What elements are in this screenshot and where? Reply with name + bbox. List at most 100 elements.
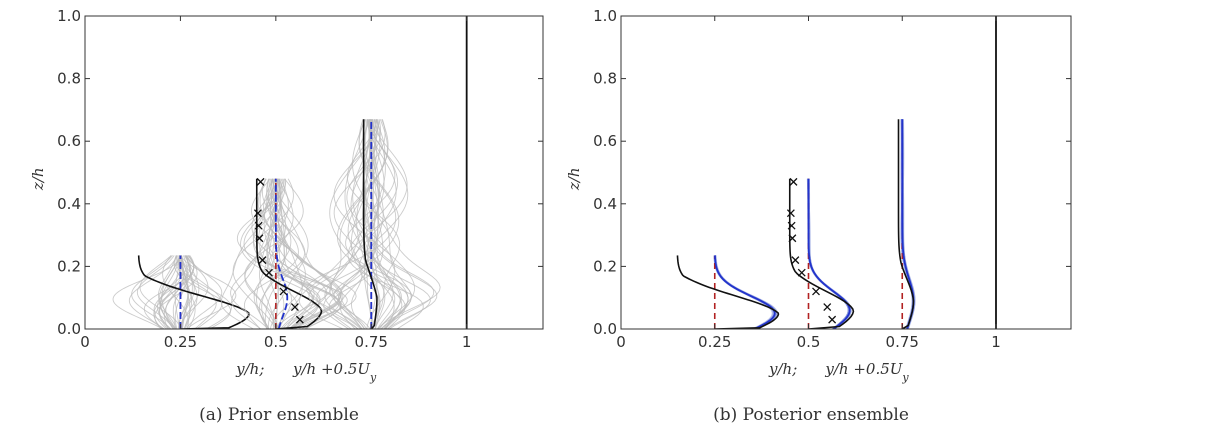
ensemble-sample-curve (261, 178, 306, 329)
ensemble-sample-curve (259, 178, 343, 329)
station-0.25 (676, 255, 780, 329)
ensemble-sample-curve (240, 178, 319, 329)
x-tick-label: 0.5 (264, 333, 288, 351)
truth-curve (676, 255, 780, 329)
y-tick-label: 0.2 (593, 257, 617, 275)
caption: (b) Posterior ensemble (713, 405, 909, 425)
panel-posterior-ensemble: 0 0.25 0.5 0.75 1 0.0 0.2 0.4 0.6 0.8 1.0 z/h y/h;… (565, 7, 1072, 425)
panel-prior-ensemble: 0 0.25 0.5 0.75 1 0.0 0.2 0.4 0.6 0.8 1.0 z/h y/h;… (29, 7, 544, 425)
ensemble-sample-curve (112, 255, 182, 329)
plot-area (676, 16, 997, 329)
observation-marker (279, 287, 288, 296)
y-tick-label: 0.4 (57, 195, 81, 213)
ensemble-sample-curve (143, 255, 195, 329)
x-tick-label: 0 (616, 333, 626, 351)
x-axis-label-right-main: y/h +0.5U (824, 360, 903, 378)
observation-marker (788, 234, 797, 243)
x-axis-label-right-main: y/h +0.5U (292, 360, 371, 378)
station-0.75 (897, 119, 916, 329)
ensemble-sample-curve (352, 119, 441, 329)
ensemble-sample-curve (174, 255, 181, 329)
ensemble-sample-curve (179, 255, 209, 329)
ensemble-sample-curve (139, 255, 182, 329)
observation-marker (786, 209, 795, 218)
x-axis-label-right-subscript: y (369, 371, 377, 384)
y-axis-label: z/h (29, 167, 47, 191)
ensemble-sample-curve (128, 255, 178, 329)
truth-curve (362, 119, 378, 329)
observation-marker (797, 268, 806, 277)
observation-marker (258, 256, 267, 265)
x-tick-label: 1 (462, 333, 472, 351)
observation-marker (812, 287, 820, 296)
observation-marker (265, 268, 273, 277)
ensemble-sample-curve (330, 119, 397, 329)
y-tick-label: 1.0 (57, 7, 81, 25)
observation-marker (828, 315, 837, 324)
ensemble-sample-curve (347, 119, 424, 329)
ensemble-sample-curve (162, 255, 189, 329)
ensemble-sample-curve (131, 255, 173, 329)
truth-curve (788, 178, 855, 329)
y-tick-label: 0.0 (57, 320, 81, 338)
x-tick-label: 0.75 (355, 333, 388, 351)
y-tick-label: 0.4 (593, 195, 617, 213)
observation-marker (787, 221, 796, 230)
ensemble-sample-curve (175, 255, 217, 329)
ensemble-sample-curve (157, 255, 177, 329)
x-tick-label: 0.25 (698, 333, 731, 351)
ensemble-sample-curve (244, 178, 289, 329)
y-axis-label: z/h (565, 167, 583, 191)
x-tick-label: 0.5 (797, 333, 821, 351)
station-0.5 (786, 177, 855, 329)
truth-curve (897, 119, 915, 329)
ensemble-sample-curve (136, 255, 175, 329)
ensemble-sample-curve (329, 119, 388, 329)
ensemble-sample-curve (185, 255, 223, 329)
observation-marker (290, 303, 299, 312)
axes-frame (620, 15, 1072, 330)
ensemble-sample-curve (268, 178, 303, 329)
observation-marker (253, 209, 262, 218)
y-tick-label: 0.0 (593, 320, 617, 338)
ensemble-sample-curve (324, 119, 386, 329)
observation-marker (295, 315, 304, 324)
ensemble-sample-curve (340, 119, 400, 329)
ensemble-sample-curve (253, 178, 292, 329)
y-tick-label: 1.0 (593, 7, 617, 25)
axes-frame (84, 15, 544, 330)
y-tick-label: 0.2 (57, 257, 81, 275)
ensemble-sample-curve (272, 178, 341, 329)
ensemble-sample-curve (298, 119, 408, 329)
station-0.75 (298, 119, 441, 329)
ensemble-sample-curve (347, 119, 386, 329)
ensemble-sample-curve (236, 178, 341, 329)
plot-area (112, 16, 468, 329)
ensemble-sample-curve (174, 255, 189, 329)
x-axis-label-right-subscript: y (901, 371, 909, 384)
observation-marker (789, 177, 798, 186)
caption: (a) Prior ensemble (199, 405, 359, 425)
observation-marker (823, 303, 832, 312)
station-0.5 (220, 177, 357, 329)
x-tick-label: 1 (991, 333, 1001, 351)
ensemble-sample-curve (266, 178, 298, 329)
observation-marker (791, 256, 800, 265)
truth-curve (137, 255, 250, 329)
ensemble-sample-curve (267, 178, 309, 329)
x-axis-label-left: y/h; (768, 360, 797, 378)
y-tick-label: 0.8 (57, 70, 81, 88)
ensemble-sample-curve (153, 255, 191, 329)
observation-marker (254, 221, 263, 230)
ensemble-sample-curve (364, 119, 403, 329)
x-tick-label: 0 (80, 333, 90, 351)
x-axis-label-right: y/h +0.5Uy (292, 360, 377, 384)
ensemble-sample-curve (362, 119, 435, 329)
ensemble-sample-curve (346, 119, 401, 329)
x-tick-label: 0.75 (886, 333, 919, 351)
y-tick-label: 0.8 (593, 70, 617, 88)
ensemble-sample-curve (344, 119, 401, 329)
x-axis-label-right: y/h +0.5Uy (824, 360, 909, 384)
